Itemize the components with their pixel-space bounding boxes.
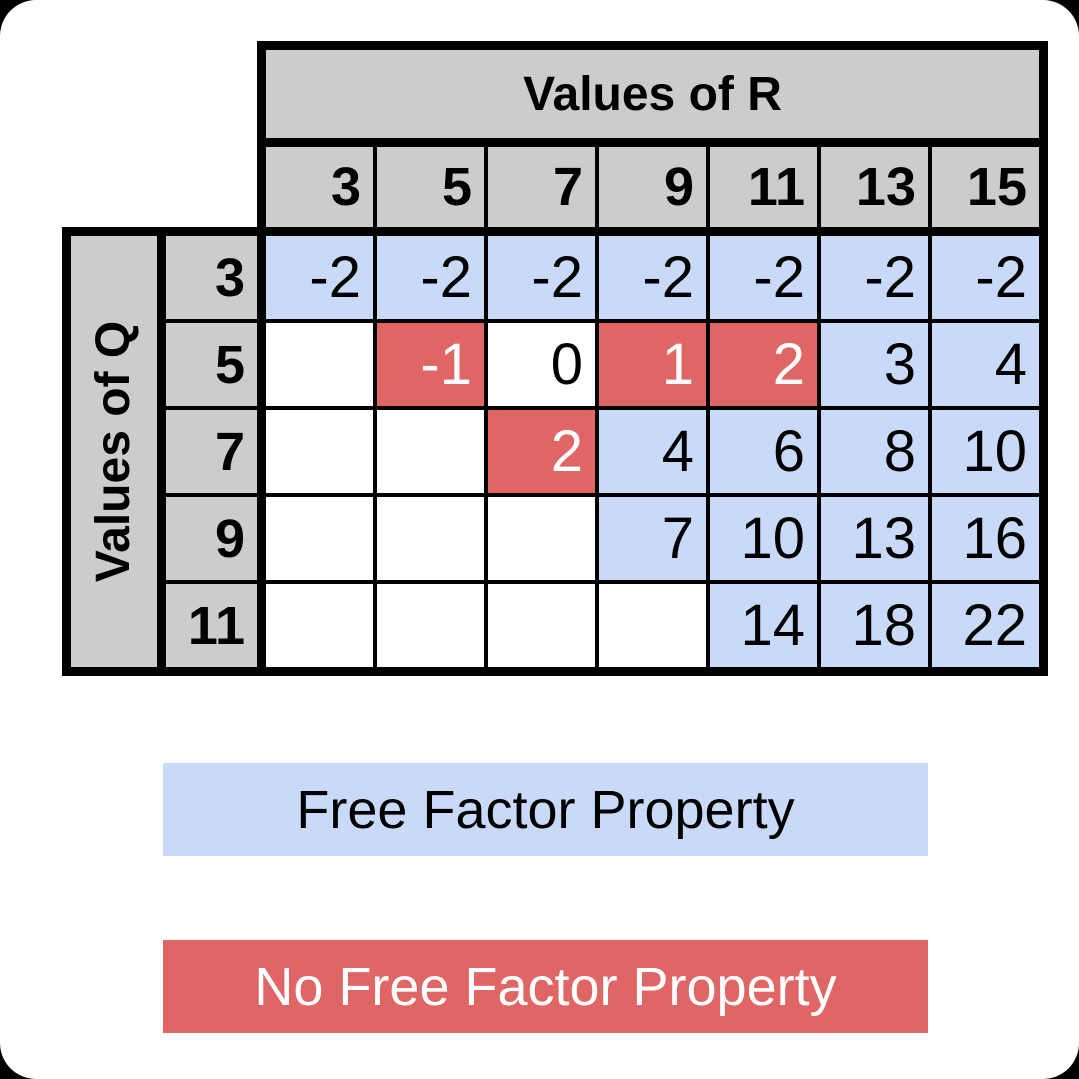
- r-column-header: 11: [710, 147, 817, 227]
- grid-cell: -2: [821, 236, 928, 319]
- r-column-header: 7: [488, 147, 595, 227]
- grid-cell: 16: [932, 497, 1039, 580]
- q-row-header: 3: [166, 236, 257, 319]
- grid-cell: 8: [821, 410, 928, 493]
- grid-cell: [377, 497, 484, 580]
- grid-body: -2 -2 -2 -2 -2 -2 -2 -1 0 1 2 3 4 2 4 6 8 10 7 10 13 16 14 18 22: [266, 236, 1039, 667]
- r-column-header: 3: [266, 147, 373, 227]
- legend-no-free-factor-label: No Free Factor Property: [254, 956, 837, 1017]
- grid-cell: [488, 497, 595, 580]
- grid-cell: 6: [710, 410, 817, 493]
- legend-no-free-factor-box: No Free Factor Property: [163, 940, 928, 1033]
- grid-cell: [377, 584, 484, 667]
- grid-cell: [599, 584, 706, 667]
- grid-cell: -2: [266, 236, 373, 319]
- grid-cell: -2: [710, 236, 817, 319]
- q-row-header: 11: [166, 584, 257, 667]
- grid-cell: 14: [710, 584, 817, 667]
- legend-free-factor-box: Free Factor Property: [163, 763, 928, 856]
- grid-cell: 2: [488, 410, 595, 493]
- grid-cell: 13: [821, 497, 928, 580]
- legend-free-factor-label: Free Factor Property: [296, 779, 795, 840]
- grid-cell: 2: [710, 323, 817, 406]
- grid-cell: 1: [599, 323, 706, 406]
- r-column-header: 15: [932, 147, 1039, 227]
- q-row-header: 7: [166, 410, 257, 493]
- q-table: Values of Q 3 5 7 9 11 -2 -2 -2 -2 -2 -2 -2 -1 0 1 2 3 4…: [62, 227, 1048, 676]
- grid-cell: 22: [932, 584, 1039, 667]
- grid-cell: [377, 410, 484, 493]
- grid-cell: 0: [488, 323, 595, 406]
- r-column-header: 9: [599, 147, 706, 227]
- grid-cell: [266, 323, 373, 406]
- q-row-header: 5: [166, 323, 257, 406]
- grid-cell: -2: [377, 236, 484, 319]
- grid-cell: [266, 584, 373, 667]
- grid-cell: [266, 410, 373, 493]
- grid-cell: 18: [821, 584, 928, 667]
- q-row-headers: 3 5 7 9 11: [166, 236, 257, 667]
- grid-cell: 3: [821, 323, 928, 406]
- grid-cell: 4: [932, 323, 1039, 406]
- grid-cell: [266, 497, 373, 580]
- grid-cell: 10: [710, 497, 817, 580]
- values-of-r-title: Values of R: [266, 50, 1039, 138]
- r-header-table: Values of R 3 5 7 9 11 13 15: [257, 41, 1048, 227]
- grid-cell: 4: [599, 410, 706, 493]
- grid-cell: 10: [932, 410, 1039, 493]
- grid-cell: -2: [488, 236, 595, 319]
- r-column-header: 5: [377, 147, 484, 227]
- r-column-header: 13: [821, 147, 928, 227]
- grid-cell: 7: [599, 497, 706, 580]
- values-of-q-title: Values of Q: [87, 320, 141, 583]
- grid-cell: -2: [932, 236, 1039, 319]
- values-of-q-title-cell: Values of Q: [71, 236, 157, 667]
- r-column-headers: 3 5 7 9 11 13 15: [266, 147, 1039, 227]
- grid-cell: -2: [599, 236, 706, 319]
- q-row-header: 9: [166, 497, 257, 580]
- grid-cell: -1: [377, 323, 484, 406]
- grid-cell: [488, 584, 595, 667]
